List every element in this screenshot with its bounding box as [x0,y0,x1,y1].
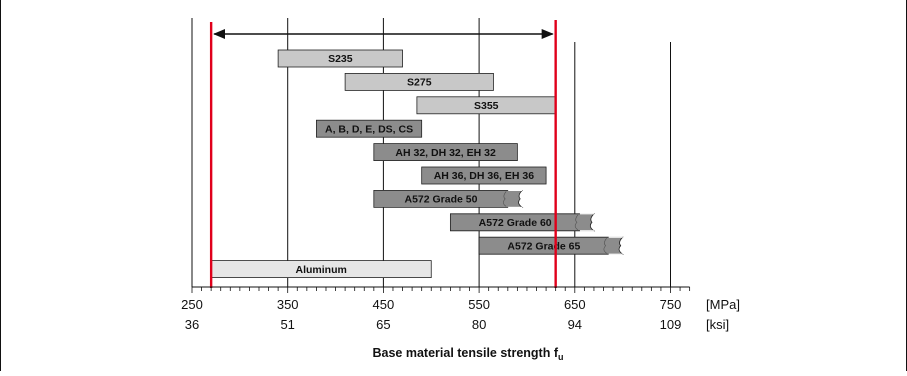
bar-break-mark [603,238,607,254]
x-unit-ksi: [ksi] [706,317,729,332]
bar-a-b-d-e-ds-cs: A, B, D, E, DS, CS [316,119,423,138]
bar-label: A572 Grade 60 [479,217,552,229]
bar-label: Aluminum [296,264,347,276]
bar-rect [478,236,624,255]
bar-label: AH 36, DH 36, EH 36 [434,170,535,182]
bar-label: A572 Grade 65 [507,240,580,252]
bar-a572-grade-65: A572 Grade 65 [478,236,624,255]
x-axis-title-subscript: u [558,352,564,362]
x-unit-mpa: [MPa] [706,297,740,312]
bar-label: A, B, D, E, DS, CS [325,123,413,135]
bar-aluminum: Aluminum [210,260,432,279]
x-axis-title: Base material tensile strength fu [373,346,564,362]
bar-rect [449,213,596,232]
bar-group: S235 S275 S355 A, B, D, E, DS, CS AH 32, DH … [210,49,624,279]
x-tick-label-ksi: 51 [280,317,294,332]
bar-rect [344,73,494,91]
x-tick-label-ksi: 36 [185,317,199,332]
bar-rect [373,190,524,208]
bar-label: AH 32, DH 32, EH 32 [395,147,496,159]
x-tick-label-mpa: 650 [564,297,586,312]
bar-label: S355 [474,100,499,112]
x-tick-label-mpa: 550 [468,297,490,312]
x-axis: 250 36 350 51 450 65 550 80 650 94 750 109 [MPa] [ksi… [181,286,740,332]
bar-a572-grade-60: A572 Grade 60 [449,213,596,232]
x-tick-label-ksi: 94 [568,317,582,332]
bar-label: S235 [328,53,353,65]
bar-break-mark [503,191,507,207]
bar-label: A572 Grade 50 [405,194,478,206]
bar-s355: S355 [416,96,557,115]
x-tick-label-mpa: 450 [373,297,395,312]
bar-ah-36-dh-36-eh-36: AH 36, DH 36, EH 36 [421,166,547,185]
x-tick-label-ksi: 65 [376,317,390,332]
bar-rect [316,119,423,138]
bar-ah-32-dh-32-eh-32: AH 32, DH 32, EH 32 [373,143,518,162]
range-markers [209,20,557,288]
bar-break-mark [574,214,579,231]
x-tick-label-mpa: 750 [660,297,682,312]
x-tick-label-mpa: 250 [181,297,203,312]
bar-rect [421,166,547,185]
bar-rect [277,49,403,68]
bar-label: S275 [407,77,432,89]
bar-s235: S235 [277,49,403,68]
x-tick-label-ksi: 80 [472,317,486,332]
bar-rect [373,143,518,162]
bar-a572-grade-50: A572 Grade 50 [373,189,524,208]
bar-s275: S275 [344,73,494,91]
x-tick-label-ksi: 109 [660,317,682,332]
x-tick-label-mpa: 350 [277,297,299,312]
